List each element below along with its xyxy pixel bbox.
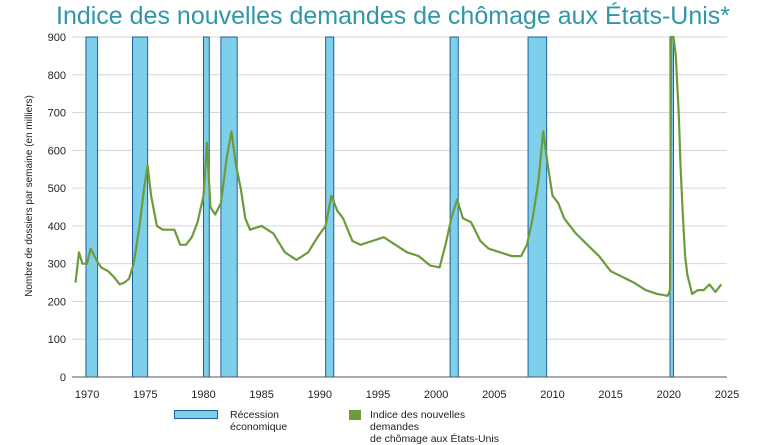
- x-tick-labels: 1970 1975 1980 1985 1990 1995 2000 2005 2010 2015…: [75, 389, 739, 401]
- y-tick-label-300: 300: [48, 259, 66, 271]
- recession-bars: [85, 36, 674, 378]
- recession-bar-0: [85, 36, 99, 378]
- x-tick-label-2020: 2020: [657, 389, 681, 401]
- x-tick-label-1985: 1985: [249, 389, 273, 401]
- x-tick-label-1995: 1995: [366, 389, 390, 401]
- recession-bar-1: [131, 36, 149, 378]
- y-tick-label-100: 100: [48, 334, 66, 346]
- x-tick-label-2010: 2010: [540, 389, 564, 401]
- x-tick-label-2000: 2000: [424, 389, 448, 401]
- y-tick-labels: 0 100 200 300 400 500 600 700 800 900: [48, 32, 66, 384]
- x-tick-label-1970: 1970: [75, 389, 99, 401]
- y-axis-label: Nombre de dossiers par semaine (en milli…: [24, 95, 35, 297]
- legend-swatch-series: [349, 410, 361, 420]
- series-line: [74, 35, 723, 297]
- y-tick-label-800: 800: [48, 70, 66, 82]
- y-tick-label-600: 600: [48, 145, 66, 157]
- x-tick-label-1990: 1990: [308, 389, 332, 401]
- x-tick-label-1980: 1980: [191, 389, 215, 401]
- legend-swatch-recession: [174, 410, 218, 419]
- series-line-group: [74, 35, 723, 297]
- y-tick-label-200: 200: [48, 296, 66, 308]
- y-tick-label-700: 700: [48, 108, 66, 120]
- legend: Récession économique Indice des nouvelle…: [174, 409, 514, 445]
- x-tick-label-1975: 1975: [133, 389, 157, 401]
- y-tick-label-0: 0: [60, 372, 66, 384]
- gridlines: [72, 36, 727, 340]
- recession-bar-2: [202, 36, 210, 378]
- x-tick-label-2015: 2015: [598, 389, 622, 401]
- y-tick-label-400: 400: [48, 221, 66, 233]
- recession-bar-3: [220, 36, 238, 378]
- x-tick-label-2025: 2025: [715, 389, 739, 401]
- legend-label-recession: Récession économique: [230, 409, 288, 433]
- x-tick-label-2005: 2005: [482, 389, 506, 401]
- y-tick-label-900: 900: [48, 32, 66, 44]
- chart-title: Indice des nouvelles demandes de chômage…: [56, 2, 731, 30]
- y-tick-label-500: 500: [48, 183, 66, 195]
- recession-bar-6: [527, 36, 548, 378]
